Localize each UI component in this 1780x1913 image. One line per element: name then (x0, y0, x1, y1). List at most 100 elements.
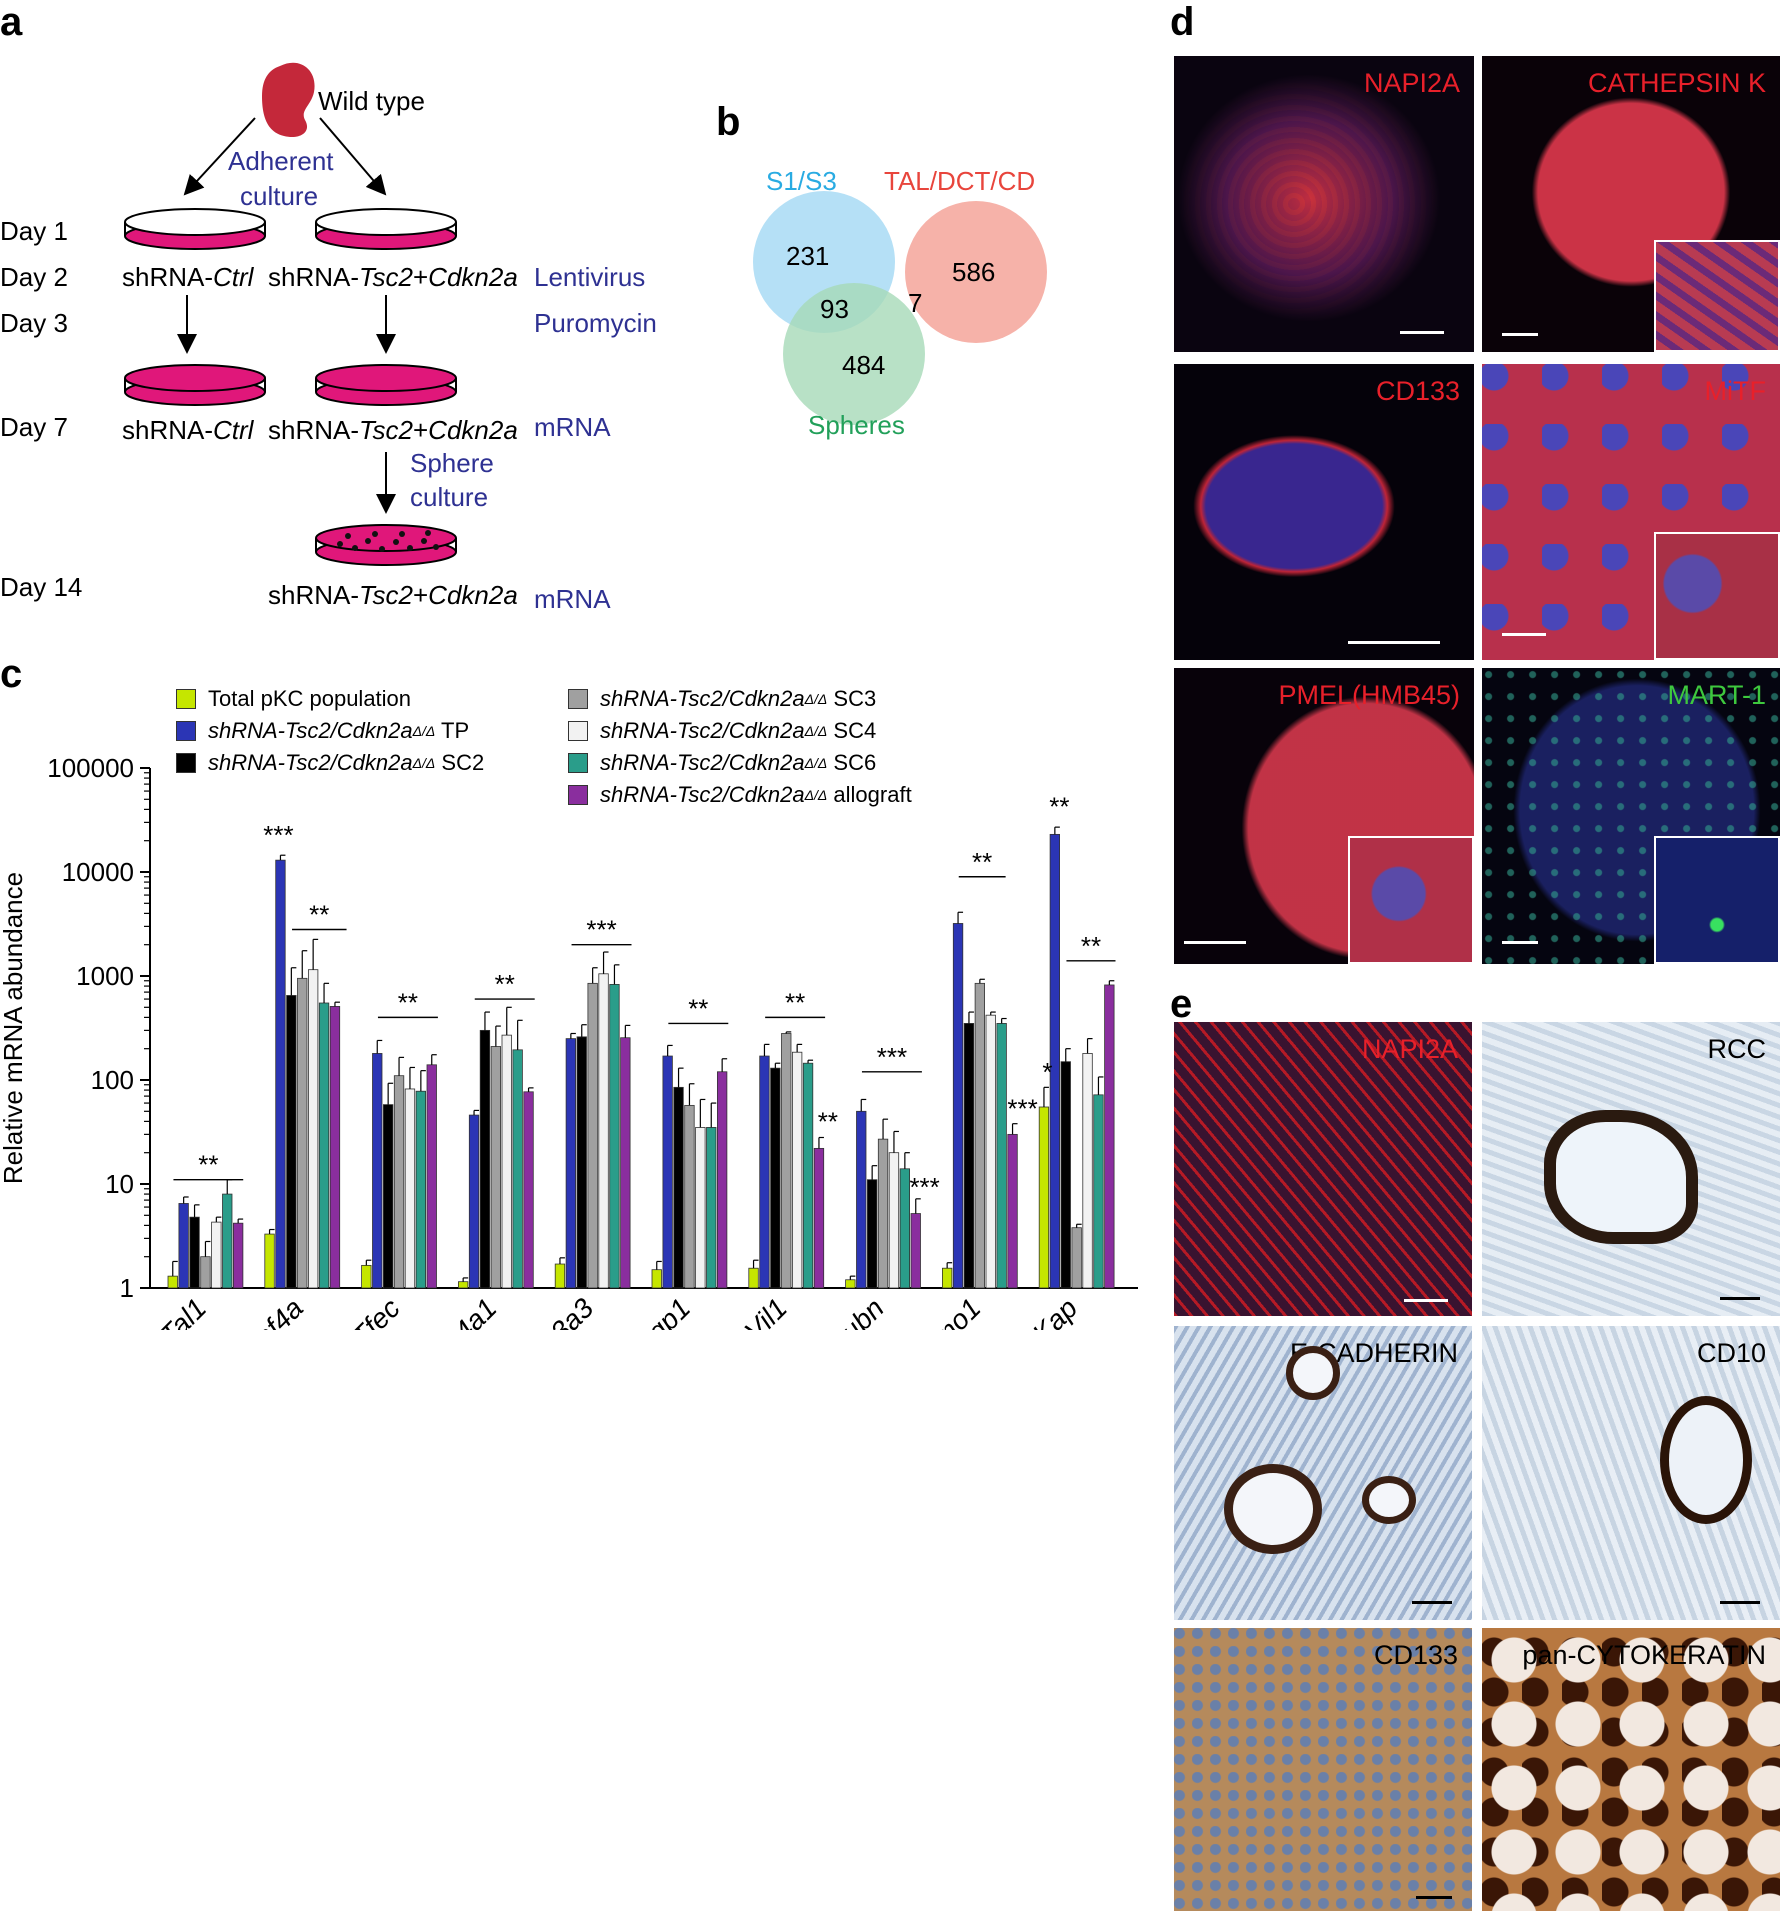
mrna-label-day7: mRNA (534, 412, 611, 442)
image-cathepsin-k: CATHEPSIN K (1480, 54, 1780, 354)
image-inset (1654, 240, 1780, 352)
bar (974, 982, 985, 1289)
significance-marker: *** (1007, 1093, 1037, 1123)
legend-swatch (568, 785, 588, 805)
y-tick-label: 10 (105, 1169, 134, 1199)
venn-label-tal: TAL/DCT/CD (884, 166, 1036, 196)
label-cd133-e: CD133 (1373, 1640, 1458, 1670)
bar (598, 973, 609, 1289)
bar (189, 1216, 200, 1289)
dish-tsc-day7 (315, 364, 457, 406)
bar (1060, 1061, 1071, 1289)
bar (1071, 1227, 1082, 1289)
significance-marker: ** (818, 1106, 838, 1136)
label-pmel: PMEL(HMB45) (1278, 680, 1460, 710)
bar (1082, 1053, 1093, 1289)
bar (963, 1023, 975, 1289)
legend-swatch (176, 753, 196, 773)
legend-item: shRNA-Tsc2/Cdkn2a Δ/Δ SC4 (568, 718, 876, 744)
venn-label-s1s3: S1/S3 (766, 166, 837, 196)
bar (952, 923, 964, 1289)
label-pan-cytokeratin: pan-CYTOKERATIN (1522, 1640, 1766, 1670)
bar (1104, 984, 1115, 1289)
venn-count-tal-only: 586 (952, 257, 996, 287)
scale-bar (1502, 941, 1538, 944)
adherent-label-2: culture (240, 181, 319, 211)
bar (457, 1281, 469, 1289)
bar (329, 1006, 341, 1289)
image-mart1: MART-1 (1480, 666, 1780, 966)
legend-item: shRNA-Tsc2/Cdkn2a Δ/Δ SC3 (568, 686, 876, 712)
image-inset (1654, 532, 1780, 660)
bar (501, 1034, 512, 1289)
wild-type-label: Wild type (318, 86, 425, 116)
scale-bar (1348, 641, 1440, 644)
bar (167, 1275, 178, 1289)
significance-marker: ** (688, 993, 708, 1023)
day-3-label: Day 3 (0, 308, 68, 338)
scale-bar (1184, 941, 1246, 944)
dish-ctrl-day7 (124, 364, 266, 406)
significance-marker: ** (785, 987, 805, 1017)
significance-marker: *** (586, 915, 616, 945)
bar (867, 1179, 878, 1289)
bar (813, 1147, 825, 1289)
label-cd133-d: CD133 (1375, 376, 1460, 406)
y-tick-label: 1 (120, 1273, 134, 1303)
image-cd133-e: CD133 (1172, 1626, 1474, 1913)
x-tick-label: Slc13a3 (506, 1292, 600, 1330)
bar (264, 1233, 275, 1289)
significance-marker: ** (972, 847, 992, 877)
bar (576, 1036, 587, 1289)
significance-marker: ** (495, 969, 515, 999)
legend-item: Total pKC population (176, 686, 411, 712)
image-inset (1654, 836, 1780, 964)
x-tick-label: Vil1 (738, 1292, 793, 1330)
x-tick-label: Kap (1026, 1292, 1083, 1330)
x-tick-label: Slc34a1 (409, 1292, 502, 1330)
bar (673, 1086, 684, 1289)
bar (748, 1267, 759, 1289)
bar (759, 1055, 770, 1289)
bar (620, 1037, 631, 1289)
bar (232, 1222, 244, 1289)
image-pmel: PMEL(HMB45) (1172, 666, 1476, 966)
duct-structure (1286, 1346, 1340, 1400)
venn-circle-tal (905, 201, 1047, 343)
venn-label-spheres: Spheres (808, 410, 905, 440)
bar (845, 1279, 856, 1289)
bar (372, 1053, 383, 1289)
panel-letter-a: a (0, 0, 23, 44)
venn-circle-spheres (783, 283, 925, 425)
bar (985, 1014, 996, 1289)
x-tick-label: Fmo1 (914, 1292, 987, 1330)
bar (490, 1046, 502, 1289)
y-tick-label: 100 (91, 1065, 134, 1095)
image-mitf: MiTF (1480, 362, 1780, 662)
bar (200, 1256, 211, 1289)
bar (512, 1049, 523, 1289)
bar (523, 1091, 534, 1289)
legend-item: shRNA-Tsc2/Cdkn2a Δ/Δ allograft (568, 782, 912, 808)
legend-swatch (568, 689, 588, 709)
day-2-label: Day 2 (0, 262, 68, 292)
duct-structure (1224, 1464, 1322, 1554)
bar (222, 1193, 233, 1289)
scale-bar (1412, 1601, 1452, 1604)
day-14-label: Day 14 (0, 572, 83, 602)
bar (695, 1127, 706, 1289)
legend-item: shRNA-Tsc2/Cdkn2a Δ/Δ TP (176, 718, 469, 744)
panel-letter-b: b (716, 100, 741, 144)
bar (415, 1090, 427, 1289)
venn-count-s1s3-spheres: 93 (820, 294, 849, 324)
shrna-tsc-label-day2: shRNA-Tsc2+Cdkn2a (268, 262, 518, 292)
bar (286, 995, 297, 1289)
bar (565, 1038, 576, 1289)
image-rcc: RCC (1480, 1020, 1780, 1318)
dish-tsc-day1 (315, 208, 457, 250)
legend-swatch (176, 689, 196, 709)
image-napi2a-d: NAPI2A (1172, 54, 1476, 354)
arrow-to-ctrl (183, 117, 256, 196)
venn-count-spheres-only: 484 (842, 350, 886, 380)
workflow-graphics (124, 62, 457, 566)
